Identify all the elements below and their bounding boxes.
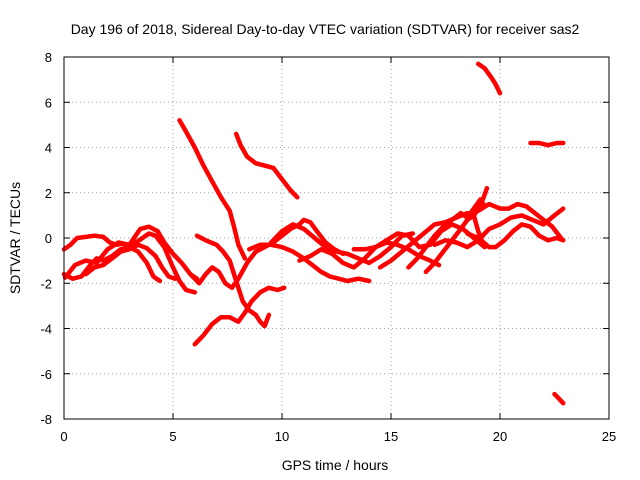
y-tick-label: 6 <box>45 95 52 110</box>
chart-title: Day 196 of 2018, Sidereal Day-to-day VTE… <box>71 21 580 37</box>
y-tick-label: -8 <box>40 412 52 427</box>
data-series-line <box>465 222 566 250</box>
y-tick-label: -2 <box>40 276 52 291</box>
y-tick-label: -4 <box>40 322 52 337</box>
data-series-line <box>62 224 200 281</box>
data-series-line <box>268 222 416 266</box>
x-tick-label: 20 <box>493 429 507 444</box>
y-axis-label: SDTVAR / TECUs <box>7 182 23 294</box>
y-tick-label: 2 <box>45 186 52 201</box>
data-series-line <box>247 242 372 284</box>
y-tick-label: 8 <box>45 50 52 65</box>
data-series-line <box>406 197 487 270</box>
x-axis-tick-labels: 0 5 10 15 20 25 <box>60 429 616 444</box>
x-axis-label: GPS time / hours <box>282 457 389 473</box>
data-series-line <box>83 242 178 281</box>
y-axis-tick-labels: -8 -6 -4 -2 0 2 4 6 8 <box>40 50 52 427</box>
data-series-line <box>194 233 272 329</box>
data-series-line <box>233 131 300 200</box>
x-tick-label: 15 <box>384 429 398 444</box>
data-series-line <box>528 140 566 148</box>
data-series-line <box>432 206 566 250</box>
x-tick-label: 0 <box>60 429 67 444</box>
x-tick-label: 5 <box>169 429 176 444</box>
axis-ticks <box>63 56 610 420</box>
x-tick-label: 25 <box>602 429 616 444</box>
y-tick-label: 4 <box>45 141 52 156</box>
data-series-line <box>377 210 485 270</box>
data-series-line <box>475 201 564 241</box>
data-series-layer <box>61 61 566 406</box>
data-series-line <box>177 118 248 261</box>
data-series-line <box>188 217 346 291</box>
y-tick-label: 0 <box>45 231 52 246</box>
y-tick-label: -6 <box>40 367 52 382</box>
data-series-line <box>552 391 566 406</box>
x-tick-label: 10 <box>275 429 289 444</box>
data-series-line <box>192 285 287 347</box>
data-series-line <box>475 61 503 96</box>
